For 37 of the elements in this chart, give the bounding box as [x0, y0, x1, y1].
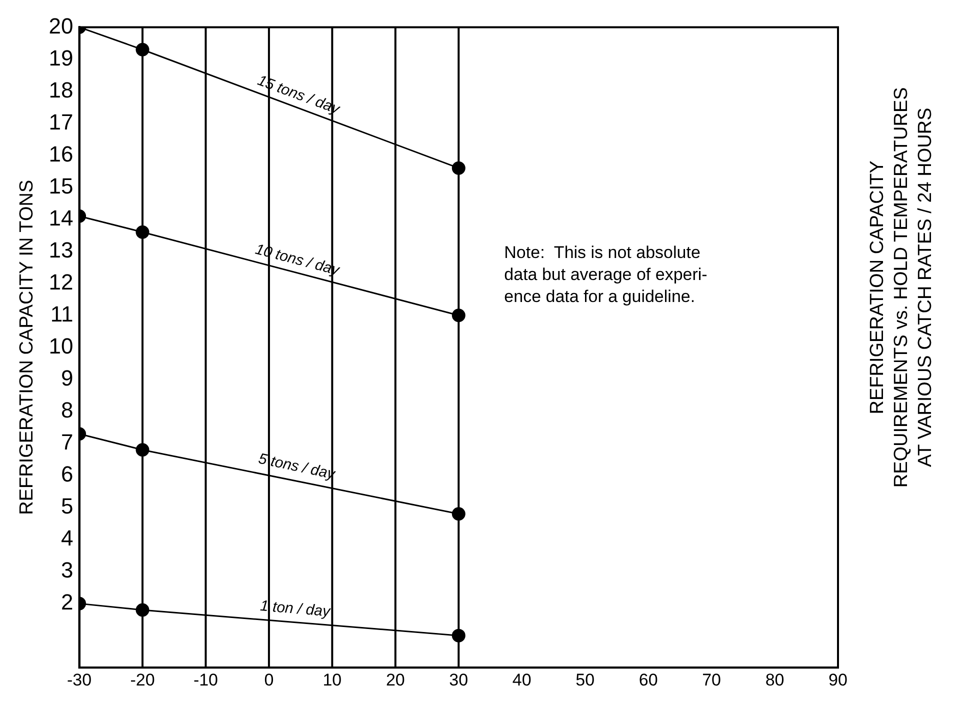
- y-tick-label: 7: [61, 430, 74, 455]
- x-tick-label: -20: [130, 670, 155, 690]
- y-tick-label: 13: [48, 237, 74, 262]
- y-tick-label: 19: [48, 45, 74, 70]
- x-tick-label: -30: [66, 670, 92, 690]
- x-tick-label: 10: [322, 670, 342, 690]
- text: 5 tons / day: [256, 450, 338, 484]
- y-tick-label: 20: [48, 13, 74, 38]
- y-tick-label: 16: [48, 141, 74, 166]
- y-tick-label: 14: [48, 205, 74, 230]
- y-tick-label: 3: [61, 558, 74, 583]
- y-tick-label: 6: [61, 462, 74, 487]
- y-tick-label: 5: [61, 494, 74, 519]
- x-tick-label: 60: [638, 670, 658, 690]
- x-tick-label: 0: [264, 670, 274, 690]
- x-tick-label: 70: [702, 670, 722, 690]
- x-tick-label: 80: [765, 670, 784, 690]
- series-label: 1 ton / day: [259, 597, 332, 620]
- y-tick-label: 11: [50, 301, 74, 326]
- text: REFRIGERATION CAPACITY REQUIREMENTS vs. HOLD TEMPERATURES AT VARIOUS CATCH RATES / 24 HOURS: [867, 87, 936, 488]
- y-tick-label: 2: [61, 590, 74, 615]
- y-tick-label: 10: [48, 333, 74, 358]
- y-tick-label: 8: [61, 398, 74, 423]
- x-tick-label: 50: [576, 670, 595, 690]
- x-tick-label: -10: [193, 670, 218, 690]
- y-tick-label: 12: [48, 269, 74, 294]
- x-tick-label: 40: [512, 670, 532, 690]
- x-tick-label: 20: [386, 670, 405, 690]
- y-tick-label: 15: [48, 173, 74, 198]
- y-axis-title: REFRIGERATION CAPACITY IN TONS: [16, 180, 38, 515]
- x-tick-label: 30: [449, 670, 468, 690]
- x-tick-label: 90: [828, 670, 848, 690]
- y-tick-label: 9: [61, 365, 74, 390]
- y-tick-label: 17: [48, 109, 74, 134]
- y-tick-label: 4: [61, 526, 74, 551]
- y-tick-label: 18: [48, 77, 74, 102]
- annotation: Note: This is not absolute data but average of experi- ence data for a guideline.: [504, 243, 708, 306]
